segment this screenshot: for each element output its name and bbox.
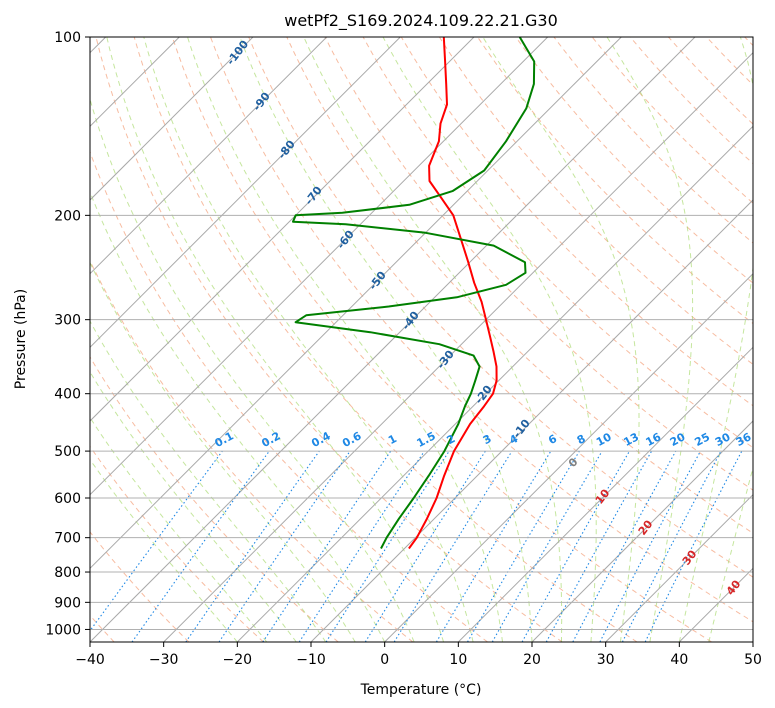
- y-tick-label: 400: [54, 387, 81, 403]
- x-tick-label: 20: [523, 652, 541, 668]
- moist-adiabat-line: [90, 370, 297, 642]
- temperature-profile-line: [408, 37, 498, 550]
- x-tick-label: 40: [670, 652, 688, 668]
- moist-adiabat-line: [106, 37, 445, 642]
- dry-adiabat-line: [90, 531, 190, 642]
- moist-adiabat-line: [382, 37, 597, 642]
- isotherm-line: [384, 272, 753, 642]
- moist-adiabat-line: [606, 37, 694, 642]
- isotherm-line: [90, 37, 475, 422]
- moist-adiabat-line: [90, 190, 386, 642]
- y-tick-label: 300: [54, 313, 81, 329]
- mixing-ratio-line: [90, 450, 223, 632]
- mixing-ratio-line: [325, 450, 450, 642]
- moist-adiabat-line: [90, 416, 268, 642]
- mixing-ratio-line: [131, 450, 270, 642]
- isotherm-line: [605, 493, 753, 642]
- y-axis-label: Pressure (hPa): [13, 289, 29, 389]
- isotherm-line: [531, 420, 753, 642]
- isotherm-line: [236, 125, 753, 642]
- moist-adiabat-line: [239, 37, 533, 642]
- isotherm-line: [90, 37, 622, 570]
- dry-adiabat-line: [400, 37, 753, 407]
- y-tick-label: 600: [54, 491, 81, 507]
- x-axis: −40 −30 −20 −10 0 10 20 30 40 50: [75, 642, 762, 668]
- isotherm-line: [90, 37, 401, 349]
- moist-adiabat-line: [143, 37, 474, 642]
- mixing-ratio-line: [572, 450, 677, 642]
- dry-adiabat-line: [438, 37, 753, 365]
- mixing-ratio-line: [435, 450, 552, 642]
- mixing-ratio-line: [491, 450, 603, 642]
- moist-adiabat-line: [90, 458, 238, 642]
- dry-adiabat-line: [210, 37, 753, 623]
- dry-adiabat-line: [248, 37, 753, 578]
- mixing-ratio-line: [521, 450, 630, 642]
- isotherm-line: [90, 37, 328, 275]
- x-tick-label: −40: [75, 652, 105, 668]
- x-tick-label: −20: [223, 652, 253, 668]
- isotherm-line: [310, 199, 753, 642]
- moist-adiabat-line: [482, 37, 640, 642]
- dry-adiabat-line: [133, 37, 638, 642]
- y-tick-label: 900: [54, 595, 81, 611]
- dry-adiabat-line: [286, 37, 753, 534]
- x-tick-label: 10: [449, 652, 467, 668]
- chart-title: wetPf2_S169.2024.109.22.21.G30: [284, 11, 558, 31]
- x-tick-label: 30: [597, 652, 615, 668]
- mixing-ratio-line: [545, 450, 653, 642]
- y-tick-label: 100: [54, 30, 81, 46]
- mixing-ratio-label: 16: [644, 430, 664, 449]
- moist-adiabat-line: [187, 37, 503, 642]
- x-tick-label: −30: [149, 652, 179, 668]
- series-group: [292, 37, 536, 550]
- y-tick-label: 800: [54, 565, 81, 581]
- mixing-ratio-line: [364, 450, 486, 642]
- x-tick-label: −10: [296, 652, 326, 668]
- mixing-ratio-label: 25: [692, 430, 712, 449]
- isotherm-line: [90, 37, 549, 496]
- mixing-ratio-label: 20: [668, 430, 688, 449]
- mixing-ratio-label: 13: [621, 430, 641, 449]
- mixing-ratio-label: 36: [734, 430, 754, 449]
- dry-adiabat-line: [324, 37, 753, 491]
- x-tick-label: 0: [380, 652, 389, 668]
- mixing-ratio-line: [393, 450, 513, 642]
- mixing-ratio-line: [467, 450, 580, 642]
- dry-adiabat-line: [95, 37, 563, 642]
- mixing-ratio-label: 30: [713, 430, 733, 449]
- background-lines: [90, 37, 753, 642]
- isotherm-line: [90, 37, 254, 201]
- mixing-ratio-label: 10: [594, 430, 614, 449]
- y-tick-label: 500: [54, 444, 81, 460]
- dry-adiabat-line: [90, 355, 339, 642]
- isotherm-line: [163, 51, 753, 642]
- y-tick-label: 200: [54, 208, 81, 224]
- y-tick-label: 700: [54, 531, 81, 547]
- y-axis: 100 200 300 400 500 600 700 800 900 1000: [45, 30, 90, 638]
- dry-adiabat-line: [90, 259, 414, 642]
- plot-frame: [89, 36, 754, 643]
- moist-adiabat-line: [303, 37, 563, 642]
- mixing-ratio-line: [185, 450, 320, 642]
- dewpoint-profile-line: [292, 37, 536, 549]
- isotherm-line: [90, 37, 696, 642]
- moist-adiabat-line: [90, 261, 356, 642]
- isotherm-line: [457, 346, 753, 642]
- x-tick-label: 50: [744, 652, 762, 668]
- mixing-ratio-line: [218, 450, 351, 642]
- pressure-gridlines: [90, 37, 753, 630]
- x-axis-label: Temperature (°C): [360, 682, 482, 698]
- y-tick-label: 1000: [45, 622, 81, 638]
